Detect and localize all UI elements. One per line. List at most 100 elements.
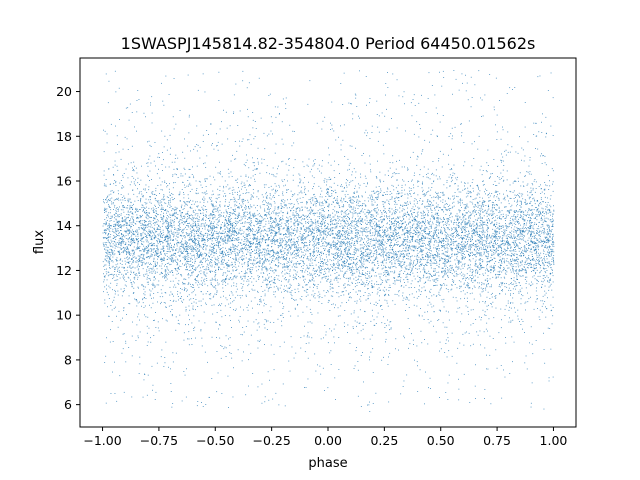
data-point	[352, 118, 354, 120]
data-point	[336, 246, 338, 248]
data-point	[443, 275, 445, 277]
data-point	[182, 175, 184, 177]
data-point	[152, 251, 154, 253]
data-point	[395, 267, 397, 269]
data-point	[172, 220, 174, 222]
data-point	[301, 210, 303, 211]
data-point	[130, 282, 132, 284]
data-point	[348, 233, 349, 235]
data-point	[150, 264, 152, 265]
data-point	[247, 108, 248, 110]
data-point	[482, 244, 484, 246]
data-point	[386, 256, 388, 258]
data-point	[341, 213, 342, 215]
data-point	[434, 285, 435, 286]
data-point	[303, 335, 305, 337]
data-point	[453, 227, 455, 228]
data-point	[166, 245, 168, 247]
data-point	[474, 265, 476, 267]
data-point	[233, 213, 235, 214]
data-point	[321, 269, 323, 270]
data-point	[369, 198, 371, 200]
data-point	[294, 247, 295, 248]
data-point	[451, 168, 452, 169]
data-point	[115, 228, 117, 230]
data-point	[289, 275, 291, 277]
data-point	[293, 269, 295, 271]
data-point	[311, 224, 313, 226]
data-point	[138, 373, 140, 374]
data-point	[117, 144, 118, 145]
data-point	[157, 321, 159, 323]
data-point	[452, 93, 453, 95]
data-point	[360, 267, 362, 269]
data-point	[261, 383, 263, 385]
data-point	[324, 234, 326, 235]
data-point	[441, 245, 442, 247]
data-point	[131, 285, 133, 287]
data-point	[479, 215, 481, 217]
data-point	[486, 243, 488, 244]
data-point	[460, 252, 462, 254]
data-point	[503, 165, 505, 166]
data-point	[252, 307, 253, 309]
data-point	[273, 294, 275, 295]
data-point	[252, 228, 253, 229]
data-point	[538, 249, 539, 251]
data-point	[547, 212, 549, 214]
data-point	[282, 218, 284, 220]
data-point	[513, 190, 515, 192]
data-point	[292, 212, 294, 214]
data-point	[524, 332, 525, 333]
data-point	[299, 181, 301, 183]
data-point	[437, 217, 439, 219]
data-point	[491, 253, 493, 255]
data-point	[326, 189, 328, 191]
data-point	[379, 226, 380, 227]
data-point	[129, 208, 130, 210]
data-point	[165, 220, 167, 222]
data-point	[111, 216, 113, 218]
data-point	[437, 204, 439, 206]
data-point	[150, 202, 152, 204]
data-point	[110, 193, 112, 195]
data-point	[122, 176, 124, 178]
data-point	[467, 195, 469, 197]
data-point	[303, 276, 305, 278]
data-point	[549, 236, 551, 238]
data-point	[402, 386, 404, 387]
data-point	[222, 281, 224, 283]
data-point	[247, 262, 249, 264]
data-point	[248, 344, 250, 346]
data-point	[353, 244, 354, 246]
data-point	[532, 242, 533, 244]
data-point	[166, 226, 168, 228]
data-point	[195, 282, 197, 284]
data-point	[389, 215, 391, 217]
data-point	[108, 224, 110, 226]
data-point	[314, 246, 315, 248]
data-point	[443, 207, 445, 208]
data-point	[383, 256, 384, 258]
data-point	[247, 320, 249, 322]
data-point	[194, 230, 195, 232]
data-point	[501, 258, 503, 260]
data-point	[225, 199, 227, 201]
data-point	[138, 271, 140, 273]
data-point	[433, 215, 435, 217]
data-point	[357, 248, 359, 250]
data-point	[410, 287, 412, 288]
data-point	[440, 230, 442, 232]
data-point	[544, 155, 546, 157]
data-point	[324, 225, 326, 227]
data-point	[515, 224, 517, 225]
data-point	[547, 225, 549, 227]
data-point	[302, 161, 304, 163]
data-point	[343, 274, 345, 276]
data-point	[214, 262, 216, 263]
data-point	[533, 197, 535, 199]
data-point	[280, 204, 282, 206]
data-point	[399, 223, 401, 224]
data-point	[461, 242, 462, 243]
data-point	[502, 216, 504, 218]
